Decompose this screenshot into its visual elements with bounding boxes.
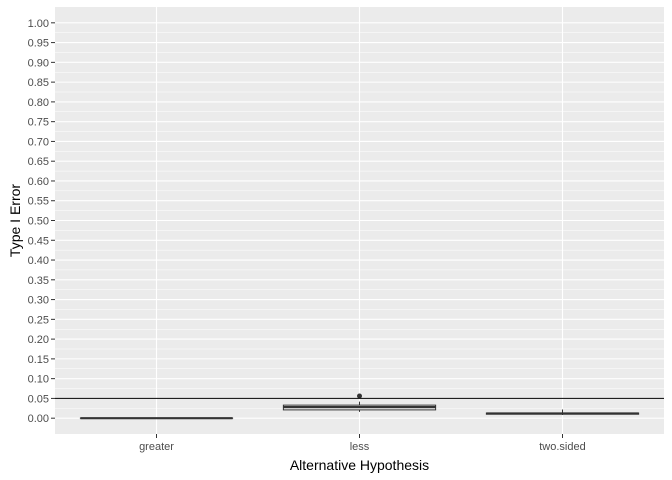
y-tick-label: 0.95 (28, 38, 49, 50)
y-tick-label: 0.90 (28, 57, 49, 69)
boxes-layer (79, 393, 640, 420)
x-tick-label: greater (139, 441, 174, 453)
box-two.sided (485, 409, 640, 416)
y-tick-label: 0.00 (28, 413, 49, 425)
y-tick-label: 0.70 (28, 136, 49, 148)
x-tick-label: less (350, 441, 370, 453)
box-less (282, 393, 437, 412)
y-tick-label: 0.65 (28, 156, 49, 168)
x-axis-title: Alternative Hypothesis (290, 457, 429, 473)
y-tick-label: 0.20 (28, 334, 49, 346)
y-tick-label: 0.60 (28, 176, 49, 188)
y-tick-label: 0.25 (28, 314, 49, 326)
y-tick-label: 0.30 (28, 295, 49, 307)
y-tick-label: 0.40 (28, 255, 49, 267)
y-tick-label: 0.80 (28, 97, 49, 109)
y-tick-label: 0.05 (28, 393, 49, 405)
y-tick-label: 1.00 (28, 18, 49, 30)
y-tick-label: 0.35 (28, 275, 49, 287)
x-tick-label: two.sided (539, 441, 585, 453)
outlier-point (357, 393, 362, 399)
y-tick-label: 0.15 (28, 354, 49, 366)
y-tick-label: 0.10 (28, 374, 49, 386)
y-tick-label: 0.45 (28, 235, 49, 247)
y-axis-title: Type I Error (7, 184, 23, 257)
y-tick-label: 0.55 (28, 196, 49, 208)
y-tick-label: 0.50 (28, 216, 49, 228)
y-tick-label: 0.85 (28, 77, 49, 89)
x-axis: greater less two.sided (139, 434, 586, 453)
y-axis: 0.00 0.05 0.10 0.15 0.20 0.25 0.30 0.35 0.40 0.45… (28, 18, 55, 425)
y-tick-label: 0.75 (28, 117, 49, 129)
